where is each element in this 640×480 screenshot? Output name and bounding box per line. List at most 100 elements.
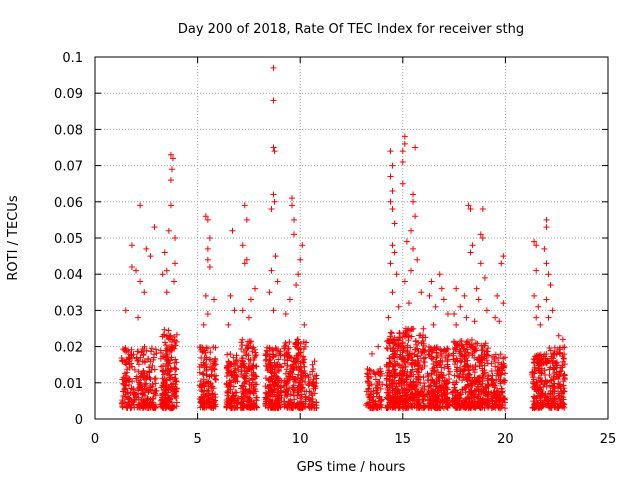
- data-point: [472, 362, 479, 369]
- data-point: [465, 395, 472, 402]
- y-tick-label: 0: [75, 413, 83, 428]
- data-point: [497, 396, 504, 403]
- data-point: [453, 321, 460, 328]
- data-point: [313, 404, 320, 411]
- data-point: [224, 384, 231, 391]
- data-point: [166, 368, 173, 375]
- data-point: [173, 378, 180, 385]
- data-point: [547, 347, 554, 354]
- data-point: [367, 373, 374, 380]
- data-point: [270, 353, 277, 360]
- data-point: [369, 350, 376, 357]
- data-point: [131, 366, 138, 373]
- data-point: [169, 155, 176, 162]
- data-point: [400, 347, 407, 354]
- data-point: [389, 242, 396, 249]
- data-point: [462, 389, 469, 396]
- data-point: [445, 351, 452, 358]
- data-point: [437, 384, 444, 391]
- data-point: [408, 369, 415, 376]
- data-point: [123, 369, 130, 376]
- data-point: [405, 337, 412, 344]
- data-point: [210, 344, 217, 351]
- data-point: [551, 344, 558, 351]
- data-point: [442, 354, 449, 361]
- data-point: [294, 336, 301, 343]
- data-point: [464, 349, 471, 356]
- data-point: [274, 278, 281, 285]
- data-point: [531, 356, 538, 363]
- data-point: [530, 356, 537, 363]
- data-point: [422, 354, 429, 361]
- data-point: [464, 346, 471, 353]
- data-point: [399, 378, 406, 385]
- data-point: [495, 371, 502, 378]
- data-point: [152, 346, 159, 353]
- data-point: [479, 206, 486, 213]
- data-point: [391, 358, 398, 365]
- data-point: [170, 383, 177, 390]
- data-point: [201, 354, 208, 361]
- data-point: [295, 271, 302, 278]
- data-point: [243, 352, 250, 359]
- data-point: [122, 359, 129, 366]
- data-point: [227, 397, 234, 404]
- data-point: [167, 177, 174, 184]
- data-point: [120, 346, 127, 353]
- data-point: [266, 345, 273, 352]
- data-point: [245, 314, 252, 321]
- data-point: [476, 363, 483, 370]
- data-point: [298, 384, 305, 391]
- data-point: [393, 401, 400, 408]
- data-point: [226, 377, 233, 384]
- data-point: [134, 357, 141, 364]
- data-point: [207, 349, 214, 356]
- data-point: [270, 64, 277, 71]
- data-point: [542, 402, 549, 409]
- data-point: [268, 398, 275, 405]
- data-point: [212, 375, 219, 382]
- data-point: [374, 384, 381, 391]
- data-point: [498, 404, 505, 411]
- data-point: [454, 368, 461, 375]
- data-point: [150, 356, 157, 363]
- x-tick-label: 25: [600, 432, 617, 447]
- data-point: [477, 260, 484, 267]
- data-point: [451, 311, 458, 318]
- data-point: [464, 362, 471, 369]
- data-point: [196, 382, 203, 389]
- data-point: [543, 378, 550, 385]
- data-point: [312, 383, 319, 390]
- data-point: [549, 307, 556, 314]
- data-point: [542, 371, 549, 378]
- data-point: [268, 206, 275, 213]
- data-point: [309, 392, 316, 399]
- data-point: [198, 361, 205, 368]
- data-point: [404, 342, 411, 349]
- data-point: [167, 357, 174, 364]
- data-point: [478, 389, 485, 396]
- data-point: [450, 352, 457, 359]
- data-point: [414, 256, 421, 263]
- data-point: [266, 381, 273, 388]
- data-point: [546, 382, 553, 389]
- x-tick-label: 5: [193, 432, 201, 447]
- data-point: [531, 238, 538, 245]
- data-point: [449, 399, 456, 406]
- data-point: [537, 321, 544, 328]
- data-point: [158, 384, 165, 391]
- data-point: [142, 381, 149, 388]
- data-point: [306, 401, 313, 408]
- data-point: [168, 399, 175, 406]
- data-point: [394, 360, 401, 367]
- data-point: [472, 388, 479, 395]
- data-point: [383, 405, 390, 412]
- data-point: [462, 404, 469, 411]
- data-point: [399, 148, 406, 155]
- data-point: [453, 392, 460, 399]
- data-point: [408, 361, 415, 368]
- data-point: [197, 404, 204, 411]
- data-point: [130, 385, 137, 392]
- data-point: [488, 360, 495, 367]
- data-point: [276, 367, 283, 374]
